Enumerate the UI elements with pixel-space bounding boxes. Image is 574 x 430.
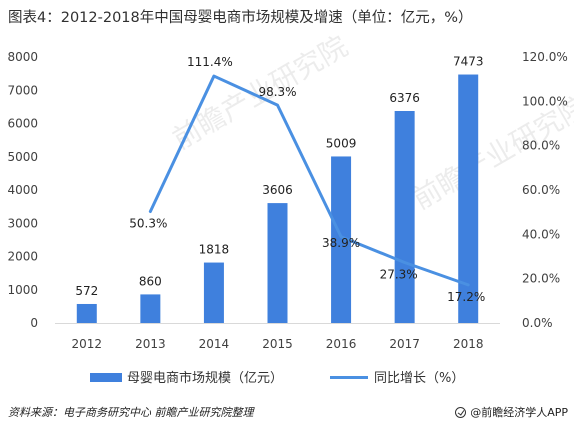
bar [331,156,352,323]
y-left-tick-label: 0 [30,316,38,330]
y-right-tick-label: 0.0% [522,316,553,330]
y-right-tick-label: 60.0% [522,183,560,197]
bar-data-label: 860 [139,274,162,288]
bar-data-label: 5009 [326,136,357,150]
x-tick-label: 2014 [199,337,230,351]
y-left-tick-label: 2000 [7,250,38,264]
y-left-tick-label: 1000 [7,283,38,297]
bar-data-label: 7473 [453,55,484,69]
bar-data-label: 6376 [389,91,420,105]
y-right-tick-label: 100.0% [522,94,568,108]
y-left-tick-label: 5000 [7,150,38,164]
line-data-label: 27.3% [380,267,418,281]
line-data-label: 38.9% [322,236,360,250]
y-right-tick-label: 80.0% [522,139,560,153]
bar-data-label: 1818 [199,243,230,257]
bar [267,203,288,323]
y-left-tick-label: 3000 [7,216,38,230]
chart-title: 图表4：2012-2018年中国母婴电商市场规模及增速（单位：亿元，%） [8,10,473,26]
line-data-label: 17.2% [447,290,485,304]
y-left-tick-label: 4000 [7,183,38,197]
x-tick-label: 2018 [453,337,484,351]
source-note: 资料来源：电子商务研究中心 前瞻产业研究院整理 [8,406,254,419]
footer: 资料来源：电子商务研究中心 前瞻产业研究院整理 @前瞻经济学人APP [8,404,568,422]
x-tick-label: 2012 [72,337,103,351]
line-data-label: 98.3% [258,85,296,99]
credit: @前瞻经济学人APP [455,404,568,420]
x-tick-label: 2013 [135,337,166,351]
y-left-tick-label: 7000 [7,83,38,97]
y-right-tick-label: 20.0% [522,272,560,286]
bar [394,110,415,323]
axes: 0 1000 2000 3000 4000 5000 6000 7000 8000 0.0% 20.… [7,50,567,351]
legend-label-line: 同比增长（%） [374,371,464,386]
line-data-label: 50.3% [129,217,167,231]
watermark-text: 前瞻产业研究院 [407,89,574,216]
line-series: 50.3% 111.4% 98.3% 38.9% 27.3% 17.2% [129,55,485,304]
x-tick-label: 2016 [326,337,357,351]
bar [76,303,97,323]
line-data-label: 111.4% [187,55,233,69]
legend-swatch-bar [90,373,122,382]
bar-data-label: 3606 [262,183,293,197]
bar-data-label: 572 [75,284,98,298]
x-tick-label: 2017 [389,337,420,351]
bar [458,74,479,323]
bar [203,262,224,323]
y-right-tick-label: 40.0% [522,227,560,241]
y-right-tick-label: 120.0% [522,50,568,64]
credit-text: @前瞻经济学人APP [470,406,568,419]
bar-series: 572 860 1818 3606 5009 6376 7473 [75,55,483,323]
bar [140,294,161,323]
x-tick-label: 2015 [262,337,293,351]
legend-label-bar: 母婴电商市场规模（亿元） [127,370,283,386]
y-left-tick-label: 6000 [7,117,38,131]
y-left-tick-label: 8000 [7,50,38,64]
check-circle-icon [455,406,467,418]
legend: 母婴电商市场规模（亿元） 同比增长（%） [90,370,464,386]
growth-line [148,74,470,287]
